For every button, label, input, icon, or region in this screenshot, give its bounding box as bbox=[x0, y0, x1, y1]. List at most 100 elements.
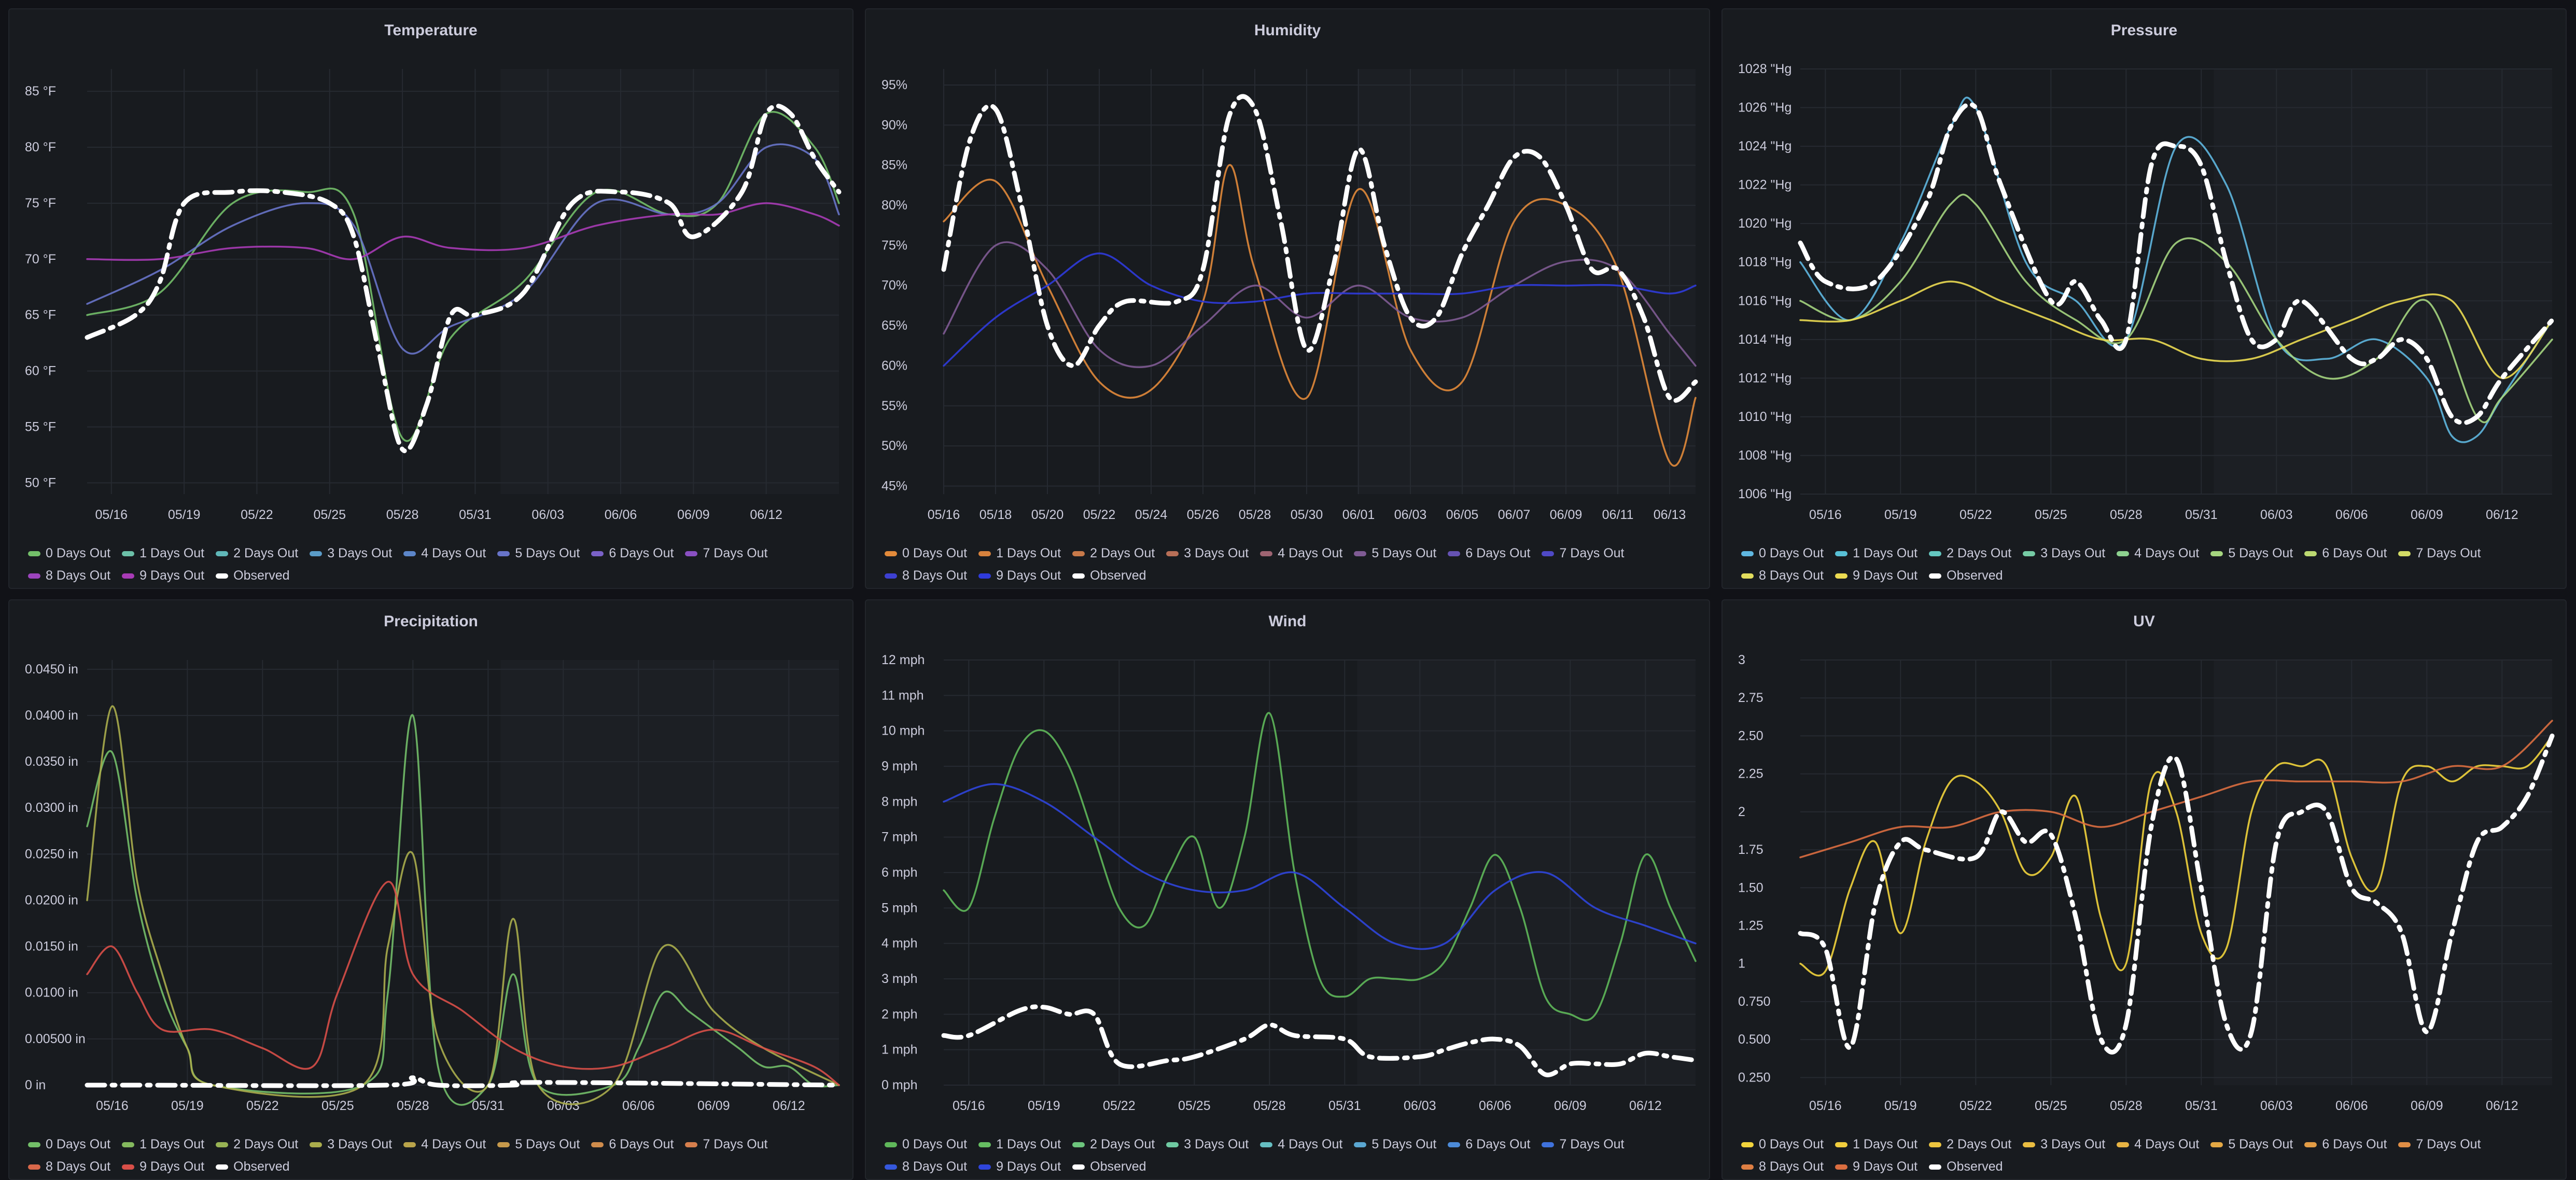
series-line-9-days-out[interactable] bbox=[1799, 720, 2553, 859]
series-line-observed[interactable] bbox=[1798, 102, 2555, 426]
series-line-9-days-out[interactable] bbox=[1799, 280, 2553, 380]
legend-item[interactable]: 3 Days Out bbox=[2023, 1137, 2105, 1152]
legend-item[interactable]: 5 Days Out bbox=[1354, 546, 1436, 561]
series-line-9-days-out[interactable] bbox=[86, 202, 840, 261]
legend-item[interactable]: 5 Days Out bbox=[497, 546, 580, 561]
legend-item[interactable]: 9 Days Out bbox=[978, 568, 1061, 583]
legend-item[interactable]: Observed bbox=[1072, 1159, 1146, 1174]
series-line-3-days-out[interactable] bbox=[86, 705, 840, 1105]
legend-item[interactable]: 6 Days Out bbox=[2304, 546, 2387, 561]
series-line-9-days-out[interactable] bbox=[943, 783, 1697, 950]
legend-item[interactable]: 0 Days Out bbox=[885, 546, 967, 561]
series-line-observed[interactable] bbox=[85, 103, 842, 454]
legend-item[interactable]: 7 Days Out bbox=[1542, 1137, 1625, 1152]
legend-label: 2 Days Out bbox=[1090, 1137, 1155, 1151]
humidity-panel-title[interactable]: Humidity bbox=[1254, 22, 1321, 39]
legend-item[interactable]: 5 Days Out bbox=[497, 1137, 580, 1152]
legend-item[interactable]: 8 Days Out bbox=[28, 568, 110, 583]
temperature-panel-title[interactable]: Temperature bbox=[384, 22, 478, 39]
pressure-panel-title[interactable]: Pressure bbox=[2110, 22, 2178, 39]
legend-item[interactable]: 5 Days Out bbox=[2210, 1137, 2293, 1152]
legend-item[interactable]: 9 Days Out bbox=[122, 1159, 204, 1174]
legend-item[interactable]: 7 Days Out bbox=[685, 1137, 768, 1152]
uv-panel-title[interactable]: UV bbox=[2133, 613, 2155, 630]
series-line-9-days-out[interactable] bbox=[86, 881, 840, 1086]
series-line-observed[interactable] bbox=[941, 94, 1698, 403]
legend-item[interactable]: 4 Days Out bbox=[2117, 546, 2199, 561]
legend-item[interactable]: 8 Days Out bbox=[885, 568, 967, 583]
legend-item[interactable]: 4 Days Out bbox=[1260, 1137, 1342, 1152]
legend-item[interactable]: 8 Days Out bbox=[1741, 568, 1824, 583]
humidity-panel: Humidity 45% 50% 55% 60% 65% 70% 75% 80% 85% 90% 95… bbox=[865, 8, 1710, 589]
legend-item[interactable]: 6 Days Out bbox=[2304, 1137, 2387, 1152]
legend-item[interactable]: 2 Days Out bbox=[216, 1137, 298, 1152]
legend-item[interactable]: 1 Days Out bbox=[122, 1137, 204, 1152]
series-line-observed[interactable] bbox=[85, 1075, 842, 1088]
legend-item[interactable]: 8 Days Out bbox=[885, 1159, 967, 1174]
legend-item[interactable]: 0 Days Out bbox=[885, 1137, 967, 1152]
legend-item[interactable]: 3 Days Out bbox=[310, 546, 392, 561]
legend-item[interactable]: 6 Days Out bbox=[591, 1137, 674, 1152]
legend-item[interactable]: 4 Days Out bbox=[1260, 546, 1342, 561]
precipitation-panel-title[interactable]: Precipitation bbox=[384, 613, 478, 630]
legend-item[interactable]: 9 Days Out bbox=[978, 1159, 1061, 1174]
x-tick-label: 05/16 bbox=[953, 1099, 985, 1113]
y-tick-label: 0.0250 in bbox=[25, 847, 78, 861]
legend-item[interactable]: 6 Days Out bbox=[1448, 546, 1530, 561]
legend-item[interactable]: 3 Days Out bbox=[1166, 1137, 1249, 1152]
legend-item[interactable]: 5 Days Out bbox=[2210, 546, 2293, 561]
legend-item[interactable]: 1 Days Out bbox=[122, 546, 204, 561]
legend-item[interactable]: 0 Days Out bbox=[28, 1137, 110, 1152]
legend-item[interactable]: 4 Days Out bbox=[2117, 1137, 2199, 1152]
x-tick-label: 06/03 bbox=[1394, 508, 1427, 522]
legend-item[interactable]: 2 Days Out bbox=[1929, 1137, 2011, 1152]
legend-item[interactable]: 3 Days Out bbox=[2023, 546, 2105, 561]
series-line-0-days-out[interactable] bbox=[943, 712, 1697, 1021]
x-tick-label: 05/28 bbox=[2110, 508, 2143, 522]
legend-item[interactable]: 9 Days Out bbox=[1835, 1159, 1917, 1174]
legend-item[interactable]: Observed bbox=[1929, 1159, 2003, 1174]
legend-item[interactable]: Observed bbox=[1072, 568, 1146, 583]
legend-item[interactable]: 0 Days Out bbox=[1741, 546, 1824, 561]
series-line-9-days-out[interactable] bbox=[943, 252, 1697, 367]
series-line-0-days-out[interactable] bbox=[86, 111, 840, 442]
legend-item[interactable]: 8 Days Out bbox=[28, 1159, 110, 1174]
legend-item[interactable]: 7 Days Out bbox=[685, 546, 768, 561]
series-line-5-days-out[interactable] bbox=[1799, 193, 2553, 424]
legend-item[interactable]: Observed bbox=[1929, 568, 2003, 583]
legend-item[interactable]: 2 Days Out bbox=[1072, 546, 1155, 561]
y-tick-label: 1022 "Hg bbox=[1738, 178, 1791, 192]
legend-item[interactable]: 3 Days Out bbox=[310, 1137, 392, 1152]
legend-item[interactable]: 2 Days Out bbox=[1929, 546, 2011, 561]
series-line-0-days-out[interactable] bbox=[1799, 735, 2553, 977]
legend-item[interactable]: 1 Days Out bbox=[978, 546, 1061, 561]
legend-item[interactable]: 2 Days Out bbox=[1072, 1137, 1155, 1152]
legend-item[interactable]: 6 Days Out bbox=[1448, 1137, 1530, 1152]
legend-item[interactable]: Observed bbox=[216, 568, 290, 583]
series-line-observed[interactable] bbox=[941, 1004, 1698, 1077]
legend-item[interactable]: 1 Days Out bbox=[1835, 546, 1917, 561]
legend-item[interactable]: 8 Days Out bbox=[1741, 1159, 1824, 1174]
series-line-5-days-out[interactable] bbox=[943, 241, 1697, 368]
legend-item[interactable]: 5 Days Out bbox=[1354, 1137, 1436, 1152]
legend-swatch bbox=[2304, 551, 2317, 556]
legend-item[interactable]: 7 Days Out bbox=[2398, 1137, 2481, 1152]
legend-item[interactable]: Observed bbox=[216, 1159, 290, 1174]
legend-item[interactable]: 1 Days Out bbox=[1835, 1137, 1917, 1152]
legend-item[interactable]: 4 Days Out bbox=[403, 546, 486, 561]
legend-item[interactable]: 6 Days Out bbox=[591, 546, 674, 561]
series-line-0-days-out[interactable] bbox=[943, 164, 1697, 467]
legend-item[interactable]: 4 Days Out bbox=[403, 1137, 486, 1152]
series-line-observed[interactable] bbox=[1798, 733, 2555, 1055]
legend-item[interactable]: 7 Days Out bbox=[2398, 546, 2481, 561]
legend-item[interactable]: 0 Days Out bbox=[1741, 1137, 1824, 1152]
legend-item[interactable]: 9 Days Out bbox=[122, 568, 204, 583]
legend-item[interactable]: 7 Days Out bbox=[1542, 546, 1625, 561]
series-line-0-days-out[interactable] bbox=[86, 714, 840, 1106]
legend-item[interactable]: 0 Days Out bbox=[28, 546, 110, 561]
legend-item[interactable]: 2 Days Out bbox=[216, 546, 298, 561]
legend-item[interactable]: 1 Days Out bbox=[978, 1137, 1061, 1152]
legend-item[interactable]: 3 Days Out bbox=[1166, 546, 1249, 561]
legend-item[interactable]: 9 Days Out bbox=[1835, 568, 1917, 583]
wind-panel-title[interactable]: Wind bbox=[1268, 613, 1307, 630]
